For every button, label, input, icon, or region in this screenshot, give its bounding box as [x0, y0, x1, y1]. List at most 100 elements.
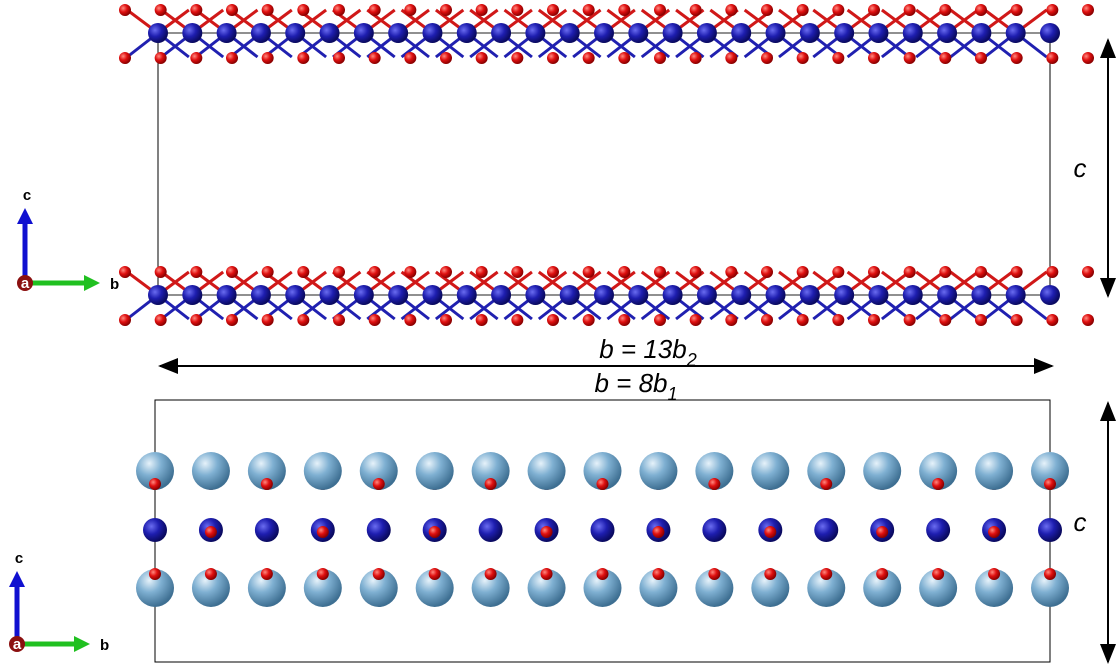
oxygen-atom	[149, 568, 161, 580]
oxygen-atom	[820, 568, 833, 580]
oxygen-atom	[832, 266, 845, 278]
atomic-layer	[119, 4, 1094, 64]
metal-atom	[525, 23, 546, 43]
metal-atom	[971, 23, 992, 43]
large-atom	[639, 569, 678, 607]
oxygen-atom	[368, 52, 381, 64]
oxygen-atom	[260, 568, 273, 580]
oxygen-atom	[260, 478, 273, 490]
large-atom	[919, 452, 958, 490]
oxygen-atom	[1010, 266, 1023, 278]
oxygen-atom	[1082, 314, 1094, 326]
metal-atom	[456, 23, 477, 43]
oxygen-atom	[440, 4, 452, 16]
oxygen-atom	[119, 314, 131, 326]
metal-atom	[971, 285, 992, 305]
b-label: b = 13b2	[599, 334, 697, 370]
oxygen-atom	[1046, 52, 1059, 64]
oxygen-atom	[988, 568, 1001, 580]
oxygen-atom	[654, 52, 666, 64]
large-atom	[471, 569, 510, 607]
oxygen-atom	[1082, 266, 1094, 278]
oxygen-atom	[297, 314, 310, 326]
oxygen-atom	[939, 4, 952, 16]
oxygen-atom	[475, 266, 488, 278]
oxygen-atom	[903, 314, 916, 326]
b-label: b = 8b1	[594, 368, 677, 404]
metal-atom	[731, 23, 752, 43]
oxygen-atom	[226, 266, 238, 278]
a-axis-label: a	[13, 636, 22, 653]
metal-atom	[353, 285, 374, 305]
oxygen-atom	[654, 314, 666, 326]
oxygen-atom	[725, 4, 738, 16]
metal-atom	[319, 285, 340, 305]
metal-atom	[1040, 23, 1060, 43]
oxygen-atom	[333, 314, 345, 326]
oxygen-atom	[440, 314, 452, 326]
metal-atom	[590, 518, 615, 542]
oxygen-atom	[484, 568, 497, 580]
metal-atom	[285, 23, 306, 43]
c-label: c	[1074, 153, 1087, 183]
metal-atom	[594, 285, 614, 305]
oxygen-atom	[119, 52, 131, 64]
metal-atom	[422, 285, 443, 305]
metal-atom	[148, 23, 168, 43]
metal-atom	[937, 285, 958, 305]
oxygen-atom	[689, 4, 702, 16]
oxygen-atom	[316, 526, 329, 538]
oxygen-atom	[618, 4, 631, 16]
metal-atom	[250, 285, 271, 305]
a-axis-label: a	[21, 275, 30, 292]
oxygen-atom	[832, 4, 845, 16]
oxygen-atom	[149, 478, 161, 490]
oxygen-atom	[297, 4, 310, 16]
oxygen-atom	[796, 266, 809, 278]
oxygen-atom	[654, 266, 666, 278]
oxygen-atom	[1044, 568, 1056, 580]
large-atom	[527, 452, 566, 490]
oxygen-atom	[618, 266, 631, 278]
metal-atom	[702, 518, 727, 542]
oxygen-atom	[547, 266, 559, 278]
a-axis-dot	[17, 275, 33, 291]
metal-atom	[216, 285, 237, 305]
oxygen-atom	[333, 266, 345, 278]
metal-atom	[628, 23, 649, 43]
large-atom	[247, 452, 286, 490]
large-atom	[695, 569, 734, 607]
metal-atom	[902, 23, 923, 43]
oxygen-atom	[297, 266, 310, 278]
oxygen-atom	[261, 314, 274, 326]
oxygen-atom	[404, 266, 417, 278]
metal-atom	[559, 285, 580, 305]
oxygen-atom	[582, 52, 595, 64]
large-atom	[807, 569, 846, 607]
metal-atom	[696, 23, 717, 43]
large-atom	[639, 452, 678, 490]
oxygen-atom	[547, 52, 559, 64]
oxygen-atom	[832, 314, 845, 326]
oxygen-atom	[654, 4, 666, 16]
large-atom	[359, 569, 398, 607]
oxygen-atom	[582, 4, 595, 16]
c-axis-head	[17, 208, 33, 224]
oxygen-atom	[868, 266, 880, 278]
oxygen-atom	[725, 266, 738, 278]
large-atom	[303, 569, 342, 607]
oxygen-atom	[316, 568, 329, 580]
oxygen-atom	[440, 52, 452, 64]
large-atom	[975, 569, 1014, 607]
oxygen-atom	[190, 266, 203, 278]
large-atom	[191, 569, 230, 607]
metal-atom	[834, 285, 855, 305]
oxygen-atom	[582, 266, 595, 278]
oxygen-atom	[372, 568, 385, 580]
oxygen-atom	[404, 4, 417, 16]
oxygen-atom	[725, 52, 738, 64]
oxygen-atom	[903, 52, 916, 64]
metal-atom	[1038, 518, 1062, 542]
bottom-panel	[136, 399, 1069, 663]
b-axis-head	[84, 275, 100, 291]
